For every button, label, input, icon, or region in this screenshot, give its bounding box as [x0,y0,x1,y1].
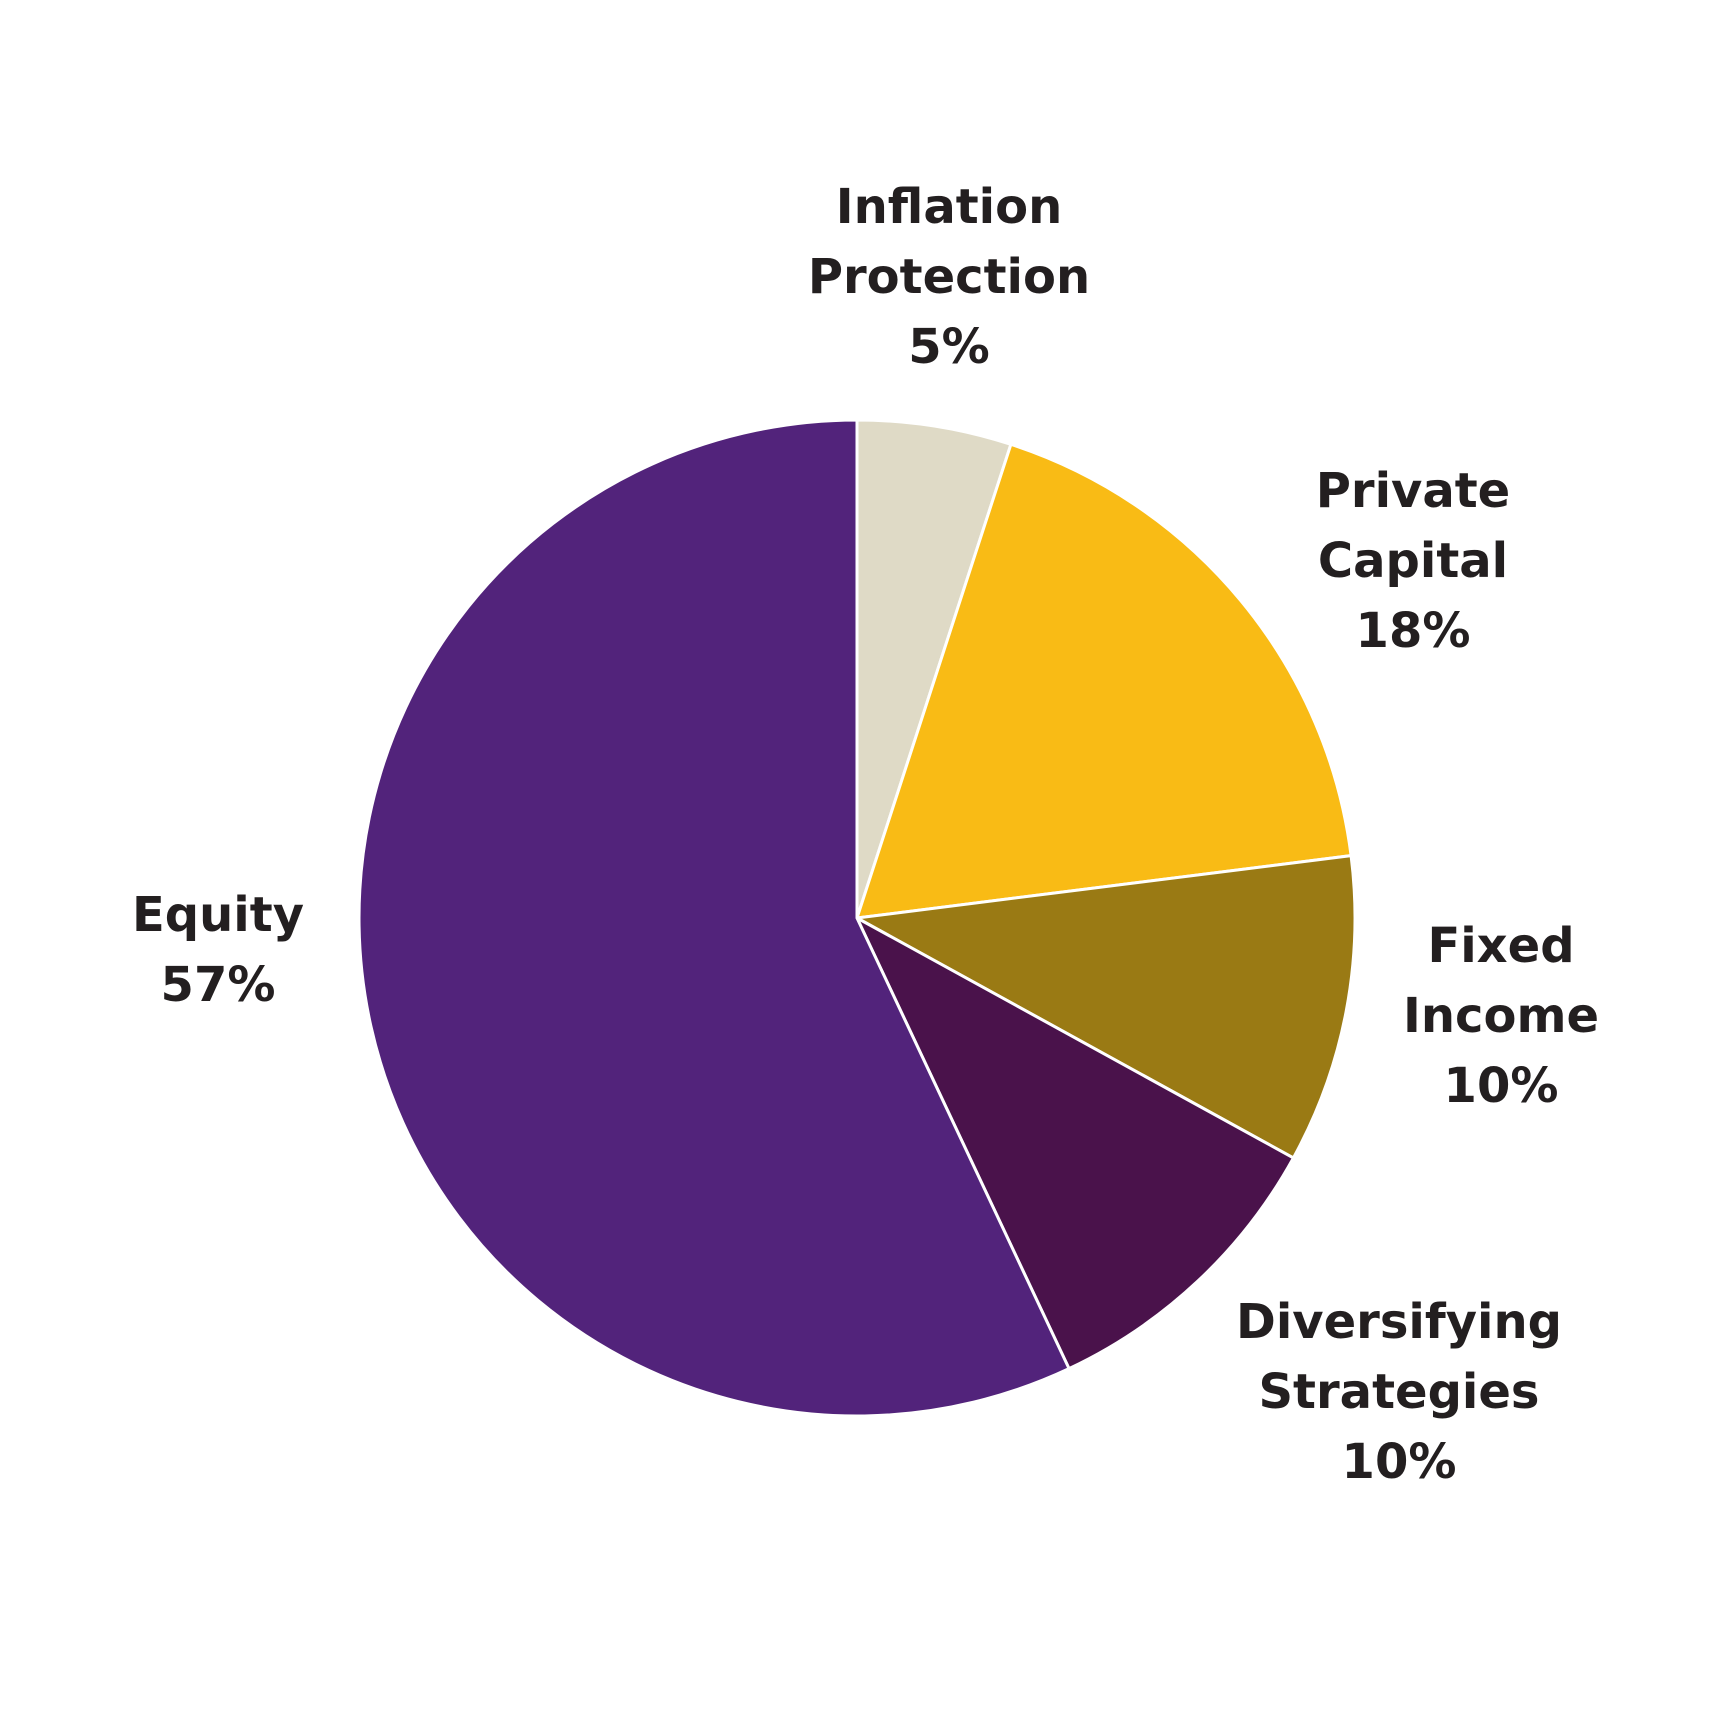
category-label: Equity [132,887,304,943]
value-label: 10% [1342,1434,1457,1490]
value-label: 10% [1444,1058,1559,1114]
value-label: 57% [161,957,276,1013]
category-label: Diversifying Strategies [1236,1294,1562,1420]
value-label: 5% [908,319,990,375]
category-label: Private Capital [1316,463,1510,589]
category-label: Fixed Income [1403,918,1599,1044]
category-label: Inflation Protection [808,179,1090,305]
pie-slice [854,442,1353,920]
pie-slice [357,418,1072,1418]
pie-slice [852,853,1357,1160]
value-label: 18% [1356,603,1471,659]
pie-slice [855,418,1013,919]
pie-slice [853,914,1296,1371]
